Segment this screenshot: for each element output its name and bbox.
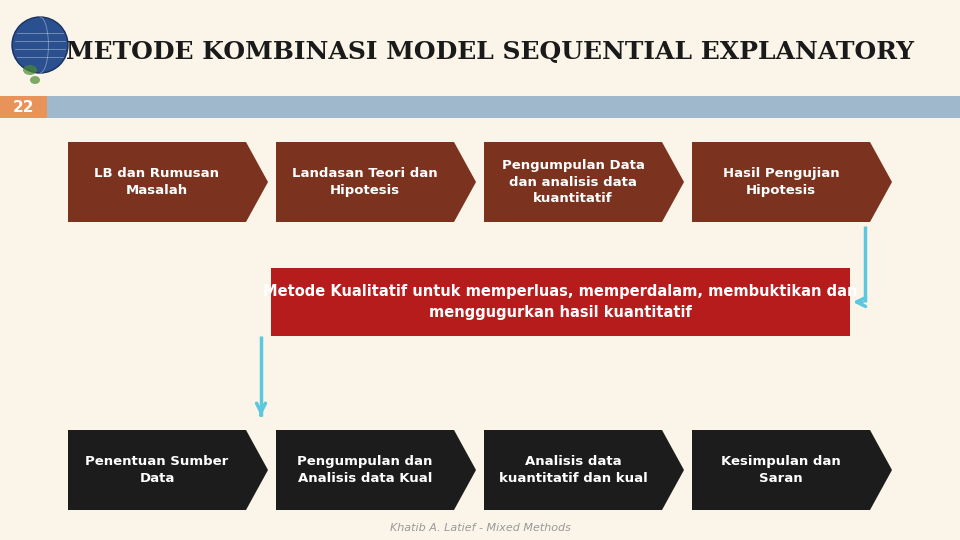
Ellipse shape (23, 65, 37, 75)
Text: METODE KOMBINASI MODEL SEQUENTIAL EXPLANATORY: METODE KOMBINASI MODEL SEQUENTIAL EXPLAN… (66, 40, 914, 64)
Polygon shape (68, 430, 268, 510)
Text: Pengumpulan dan
Analisis data Kual: Pengumpulan dan Analisis data Kual (298, 455, 433, 485)
Text: Landasan Teori dan
Hipotesis: Landasan Teori dan Hipotesis (292, 167, 438, 197)
Text: Metode Kualitatif untuk memperluas, memperdalam, membuktikan dan
menggugurkan ha: Metode Kualitatif untuk memperluas, memp… (263, 284, 857, 320)
Text: 22: 22 (12, 99, 34, 114)
Text: Pengumpulan Data
dan analisis data
kuantitatif: Pengumpulan Data dan analisis data kuant… (501, 159, 644, 206)
Text: Penentuan Sumber
Data: Penentuan Sumber Data (85, 455, 228, 485)
Ellipse shape (30, 76, 40, 84)
FancyBboxPatch shape (271, 268, 850, 336)
Text: Analisis data
kuantitatif dan kual: Analisis data kuantitatif dan kual (498, 455, 647, 485)
Text: Hasil Pengujian
Hipotesis: Hasil Pengujian Hipotesis (723, 167, 839, 197)
Polygon shape (484, 142, 684, 222)
Text: Kesimpulan dan
Saran: Kesimpulan dan Saran (721, 455, 841, 485)
Polygon shape (276, 142, 476, 222)
Polygon shape (68, 142, 268, 222)
Polygon shape (692, 430, 892, 510)
Polygon shape (692, 142, 892, 222)
FancyBboxPatch shape (47, 96, 960, 118)
Text: Khatib A. Latief - Mixed Methods: Khatib A. Latief - Mixed Methods (390, 523, 570, 533)
Circle shape (12, 17, 68, 73)
FancyBboxPatch shape (0, 96, 47, 118)
Polygon shape (484, 430, 684, 510)
Polygon shape (276, 430, 476, 510)
Text: LB dan Rumusan
Masalah: LB dan Rumusan Masalah (94, 167, 220, 197)
